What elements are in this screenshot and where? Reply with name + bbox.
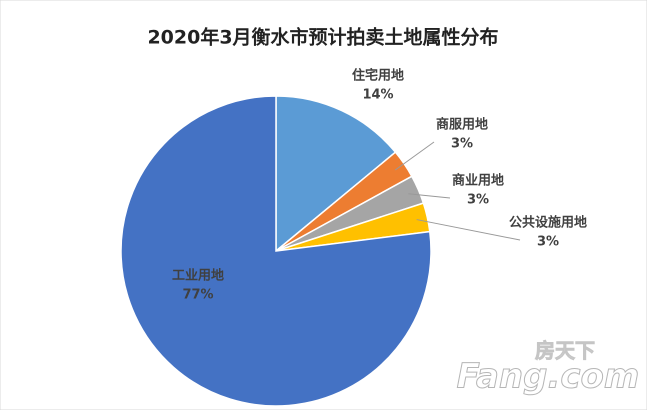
slice-label: 商业用地 [452,173,504,189]
slice-label: 工业用地 [172,268,224,284]
leader-line [394,141,435,171]
pie-slice [275,95,397,253]
leader-line [408,193,451,199]
chart-title: 2020年3月衡水市预计拍卖土地属性分布 [147,26,498,49]
slice-value-label: 3% [537,235,559,250]
slice-label: 公共设施用地 [509,215,587,231]
leader-line [416,219,521,241]
slice-label: 商服用地 [436,117,488,133]
watermark-brand: 房天下 [535,339,595,363]
slice-label: 住宅用地 [352,68,404,84]
slice-value-label: 3% [451,137,473,152]
pie-slice [120,95,432,407]
slice-value-label: 3% [467,193,489,208]
slice-value-label: 14% [362,88,393,103]
watermark-site: Fang.com [457,357,640,397]
slice-value-label: 77% [182,288,213,303]
